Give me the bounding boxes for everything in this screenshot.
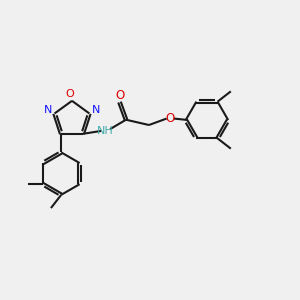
Text: N: N <box>92 105 100 115</box>
Text: O: O <box>116 89 125 102</box>
Text: N: N <box>44 105 52 115</box>
Text: O: O <box>166 112 175 125</box>
Text: NH: NH <box>96 127 113 136</box>
Text: O: O <box>65 89 74 99</box>
